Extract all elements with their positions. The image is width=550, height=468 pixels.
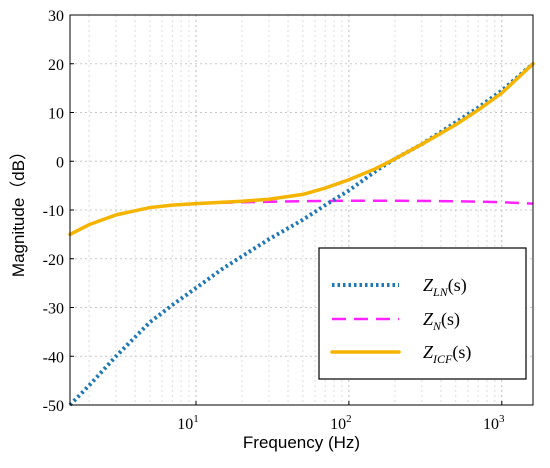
legend-label-zn: ZN(s) xyxy=(423,309,460,333)
x-axis-title: Frequency (Hz) xyxy=(243,433,360,452)
legend: ZLN(s) ZN(s) ZICF(s) xyxy=(318,247,527,380)
y-tick-label: 30 xyxy=(48,8,64,25)
y-tick-label: -50 xyxy=(43,398,64,415)
y-tick-label: -10 xyxy=(43,203,64,220)
x-tick-label: 102 xyxy=(330,413,352,433)
series-line-zicf xyxy=(68,62,535,237)
y-axis-title: Magnitude（dB） xyxy=(9,143,28,277)
x-tick-label: 103 xyxy=(483,413,505,433)
legend-label-zln: ZLN(s) xyxy=(423,275,467,299)
y-tick-label: 20 xyxy=(48,57,64,74)
tick-labels: 30 20 10 0 -10 -20 -30 -40 -50 101 102 103 xyxy=(43,8,505,433)
y-tick-label: 10 xyxy=(48,106,64,123)
x-tick-label: 101 xyxy=(177,413,199,433)
y-tick-label: -40 xyxy=(43,349,64,366)
y-tick-label: -30 xyxy=(43,301,64,318)
series-layer xyxy=(68,62,535,407)
legend-box xyxy=(318,247,527,380)
y-tick-label: -20 xyxy=(43,252,64,269)
legend-label-zicf: ZICF(s) xyxy=(423,342,471,366)
series-line-zln xyxy=(68,62,535,407)
y-tick-label: 0 xyxy=(56,154,64,171)
